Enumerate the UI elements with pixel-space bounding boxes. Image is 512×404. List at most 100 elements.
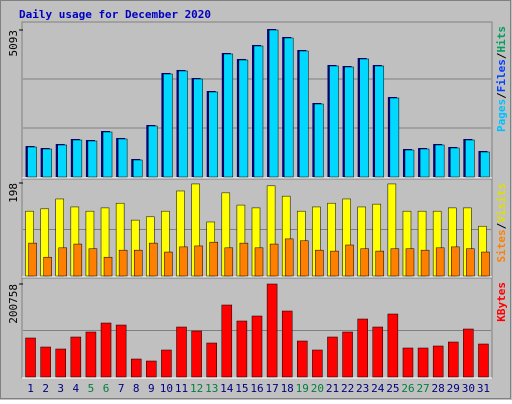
bar [100,322,112,378]
x-tick-label: 28 [432,382,445,395]
bar [118,249,128,277]
bar [269,243,279,277]
bar [420,249,430,277]
bar [194,245,203,277]
bar [102,131,113,178]
x-tick-label: 2 [42,382,49,395]
bar [389,97,400,178]
bar [238,59,249,178]
bar [372,326,384,378]
bar [58,247,67,277]
bar [374,65,385,178]
bar [221,304,233,378]
bar [417,347,429,378]
x-tick-label: 30 [462,382,475,395]
legend-separator: / [495,52,508,59]
bar [57,144,67,178]
bar [164,251,173,277]
bar [405,248,415,277]
bar [223,53,234,178]
x-tick-label: 22 [341,382,354,395]
bar [402,347,414,378]
bar [451,246,460,277]
y-tick-label: 198 [7,183,20,203]
bar [146,360,157,378]
bar [191,330,202,378]
bar [254,247,264,277]
bar [434,144,445,178]
bar [375,250,385,277]
bar [463,328,474,378]
bar [28,242,37,277]
x-tick-label: 26 [401,382,414,395]
x-tick-label: 14 [220,382,234,395]
bar [465,139,475,178]
bar [481,251,490,277]
bar [115,324,127,378]
legend-entry: Files [495,59,508,92]
bar [448,341,459,378]
bar [432,345,444,378]
bar [103,256,113,277]
bar [206,342,217,378]
x-tick-label: 7 [118,382,125,395]
bar [404,149,415,178]
bar [209,241,218,277]
bar [284,238,294,277]
x-tick-label: 17 [265,382,278,395]
bar [224,247,234,277]
bar [357,318,368,378]
x-tick-label: 19 [296,382,309,395]
x-tick-label: 9 [148,382,155,395]
legend-entry: KBytes [495,282,508,322]
legend-entry: Visits [495,183,508,223]
x-tick-label: 27 [416,382,429,395]
bar [88,248,98,277]
bar [178,70,188,178]
bar [43,256,52,277]
bar [297,340,308,378]
bar [251,315,263,378]
bar [466,248,475,277]
bar [161,349,172,378]
bar [480,151,490,178]
bar [342,331,353,378]
legend-entry: Pages [495,99,508,132]
bar [330,250,339,277]
bar [130,358,142,378]
bar [390,248,400,277]
legend: KBytes [495,282,508,322]
bar [208,91,218,178]
bar [268,29,279,178]
x-tick-label: 18 [281,382,294,395]
legend-entry: Hits [495,26,508,53]
x-tick-label: 24 [371,382,385,395]
bar [85,331,97,378]
bar [345,244,354,277]
bar [133,249,143,277]
bar [176,326,187,378]
legend-entry: Sites [495,229,508,262]
x-tick-label: 1 [27,382,34,395]
x-tick-label: 4 [73,382,80,395]
bar [179,246,188,277]
bar [281,310,293,378]
legend: Sites/Visits [495,183,508,263]
bar [478,343,489,378]
x-tick-label: 15 [235,382,248,395]
bar [236,320,248,378]
bar [344,66,354,178]
bar [163,73,173,178]
bar [299,50,309,178]
bar [239,242,249,277]
y-tick-label: 200758 [7,284,20,324]
x-tick-label: 31 [477,382,490,395]
x-tick-label: 8 [133,382,140,395]
bar [314,103,324,178]
bar [27,146,37,178]
bar [42,148,52,178]
bar [132,159,143,178]
bar [450,147,460,178]
